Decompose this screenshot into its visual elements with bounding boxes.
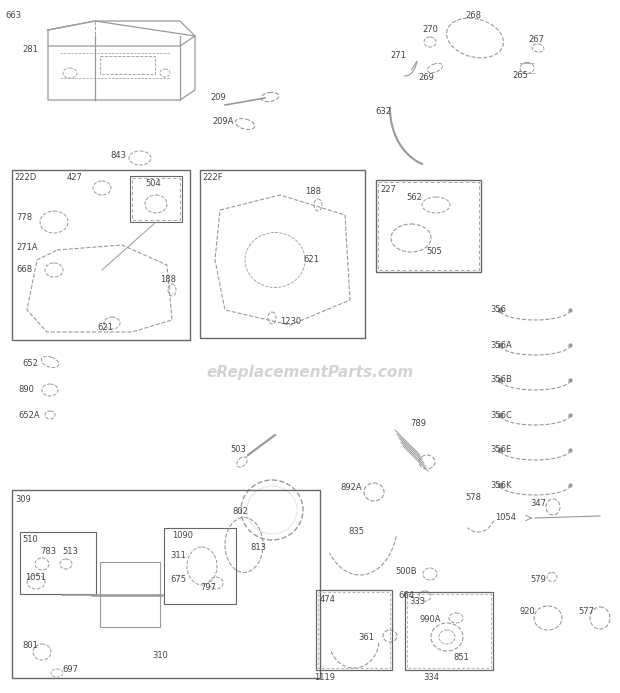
Text: 474: 474 xyxy=(320,595,336,604)
Text: 577: 577 xyxy=(578,608,594,617)
Text: 652A: 652A xyxy=(18,410,40,419)
Text: 562: 562 xyxy=(406,193,422,202)
Text: 222D: 222D xyxy=(14,173,36,182)
Text: 209A: 209A xyxy=(212,118,234,127)
Text: 361: 361 xyxy=(358,633,374,642)
Text: 1090: 1090 xyxy=(172,532,193,541)
Text: 222F: 222F xyxy=(202,173,223,182)
Text: 356C: 356C xyxy=(490,410,512,419)
Text: 503: 503 xyxy=(230,446,246,455)
Text: 504: 504 xyxy=(145,179,161,188)
Text: 664: 664 xyxy=(398,590,414,599)
Text: 270: 270 xyxy=(422,26,438,35)
Text: 652: 652 xyxy=(22,360,38,369)
Text: 789: 789 xyxy=(410,419,426,428)
Text: 801: 801 xyxy=(22,640,38,649)
Text: 311: 311 xyxy=(170,552,186,561)
Text: 356A: 356A xyxy=(490,340,511,349)
Text: 356E: 356E xyxy=(490,446,511,455)
Text: 675: 675 xyxy=(170,575,186,584)
Text: 188: 188 xyxy=(305,188,321,197)
Text: 309: 309 xyxy=(15,495,31,505)
Text: 920: 920 xyxy=(520,608,536,617)
Text: 890: 890 xyxy=(18,385,34,394)
Text: 843: 843 xyxy=(110,150,126,159)
Text: 1230: 1230 xyxy=(280,317,301,326)
Text: 427: 427 xyxy=(67,173,83,182)
Text: 356B: 356B xyxy=(490,376,512,385)
Text: 663: 663 xyxy=(5,12,21,21)
Text: 347: 347 xyxy=(530,498,546,507)
Text: 1051: 1051 xyxy=(25,572,46,581)
Text: 227: 227 xyxy=(380,186,396,195)
Text: 778: 778 xyxy=(16,213,32,222)
Text: 271: 271 xyxy=(390,51,406,60)
Text: 500B: 500B xyxy=(395,568,417,577)
Text: 813: 813 xyxy=(250,543,266,552)
Text: 892A: 892A xyxy=(340,482,361,491)
Text: 356: 356 xyxy=(490,306,506,315)
Text: 797: 797 xyxy=(200,584,216,593)
Text: 265: 265 xyxy=(512,71,528,80)
Text: 1119: 1119 xyxy=(314,674,335,683)
Text: 697: 697 xyxy=(62,665,78,674)
Text: 990A: 990A xyxy=(420,615,441,624)
Text: 510: 510 xyxy=(22,536,38,545)
Text: 621: 621 xyxy=(97,324,113,333)
Text: 209: 209 xyxy=(210,92,226,101)
Text: 579: 579 xyxy=(530,575,546,584)
Text: 783: 783 xyxy=(40,547,56,556)
Text: 851: 851 xyxy=(453,653,469,662)
Text: 281: 281 xyxy=(22,46,38,55)
Text: 271A: 271A xyxy=(16,243,38,252)
Text: 267: 267 xyxy=(528,35,544,44)
Text: 1054: 1054 xyxy=(495,514,516,523)
Text: 268: 268 xyxy=(465,10,481,19)
Text: 513: 513 xyxy=(62,547,78,556)
Text: 802: 802 xyxy=(232,507,248,516)
Text: 505: 505 xyxy=(426,247,441,256)
Text: 632: 632 xyxy=(375,107,391,116)
Text: 668: 668 xyxy=(16,265,32,274)
Text: 269: 269 xyxy=(418,73,434,82)
Text: eReplacementParts.com: eReplacementParts.com xyxy=(206,365,414,380)
Text: 578: 578 xyxy=(465,493,481,502)
Text: 356K: 356K xyxy=(490,480,511,489)
Text: 188: 188 xyxy=(160,276,176,285)
Text: 334: 334 xyxy=(423,672,439,681)
Text: 310: 310 xyxy=(152,651,168,660)
Text: 835: 835 xyxy=(348,527,364,536)
Text: 621: 621 xyxy=(303,256,319,265)
Text: 333: 333 xyxy=(409,597,425,606)
